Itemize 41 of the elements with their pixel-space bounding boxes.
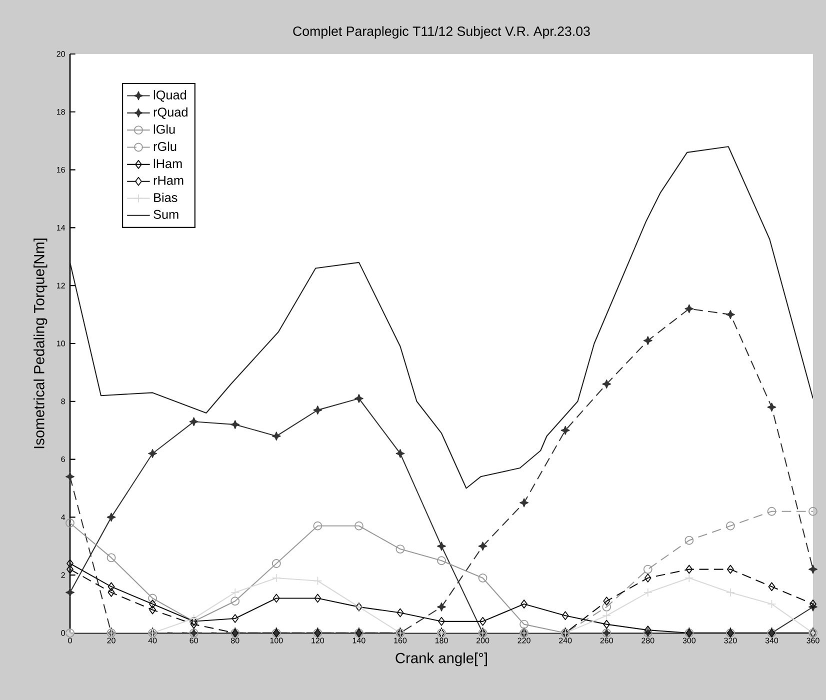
x-axis-title: Crank angle[°]: [396, 652, 487, 666]
y-tick-label: 20: [56, 51, 65, 57]
x-tick-label: 120: [312, 638, 324, 644]
x-tick-label: 60: [190, 638, 198, 644]
y-tick-label: 18: [57, 109, 65, 115]
x-tick-label: 280: [642, 638, 654, 644]
x-tick-label: 100: [270, 638, 283, 644]
x-tick-label: 0: [68, 638, 72, 644]
legend-label: Sum: [154, 210, 178, 219]
x-tick-label: 340: [765, 638, 778, 644]
y-tick-label: 8: [61, 398, 65, 404]
x-tick-label: 160: [394, 638, 407, 644]
legend-label: lQuad: [154, 90, 186, 102]
x-tick-label: 320: [724, 638, 737, 644]
chart-title: Complet Paraplegic T11/12 Subject V.R. Apr.23.03: [293, 26, 590, 39]
legend-label: lGlu: [154, 124, 175, 134]
y-tick-label: 0: [61, 630, 65, 636]
legend-label: rHam: [154, 176, 184, 185]
y-tick-label: 14: [57, 224, 66, 230]
x-tick-label: 260: [600, 638, 613, 644]
y-tick-label: 12: [57, 282, 65, 288]
legend-label: rQuad: [154, 107, 188, 119]
x-tick-label: 220: [518, 638, 530, 644]
x-tick-label: 300: [682, 638, 696, 644]
legend-label: Bias: [154, 192, 178, 202]
x-tick-label: 200: [476, 638, 490, 644]
x-tick-label: 240: [559, 638, 572, 644]
y-tick-label: 2: [61, 572, 65, 578]
y-tick-label: 16: [57, 166, 65, 173]
x-tick-label: 20: [107, 638, 116, 644]
y-tick-label: 4: [61, 514, 66, 520]
legend-label: rGlu: [154, 142, 176, 151]
x-tick-label: 80: [231, 638, 240, 644]
y-axis-title: Isometrical Pedaling Torque[Nm]: [34, 238, 48, 448]
x-tick-label: 180: [435, 638, 448, 644]
x-tick-label: 140: [352, 638, 366, 644]
y-tick-label: 10: [57, 340, 65, 346]
y-tick-label: 6: [61, 456, 65, 462]
legend-label: lHam: [154, 158, 182, 168]
x-tick-label: 40: [148, 638, 157, 644]
x-tick-label: 360: [806, 638, 820, 644]
